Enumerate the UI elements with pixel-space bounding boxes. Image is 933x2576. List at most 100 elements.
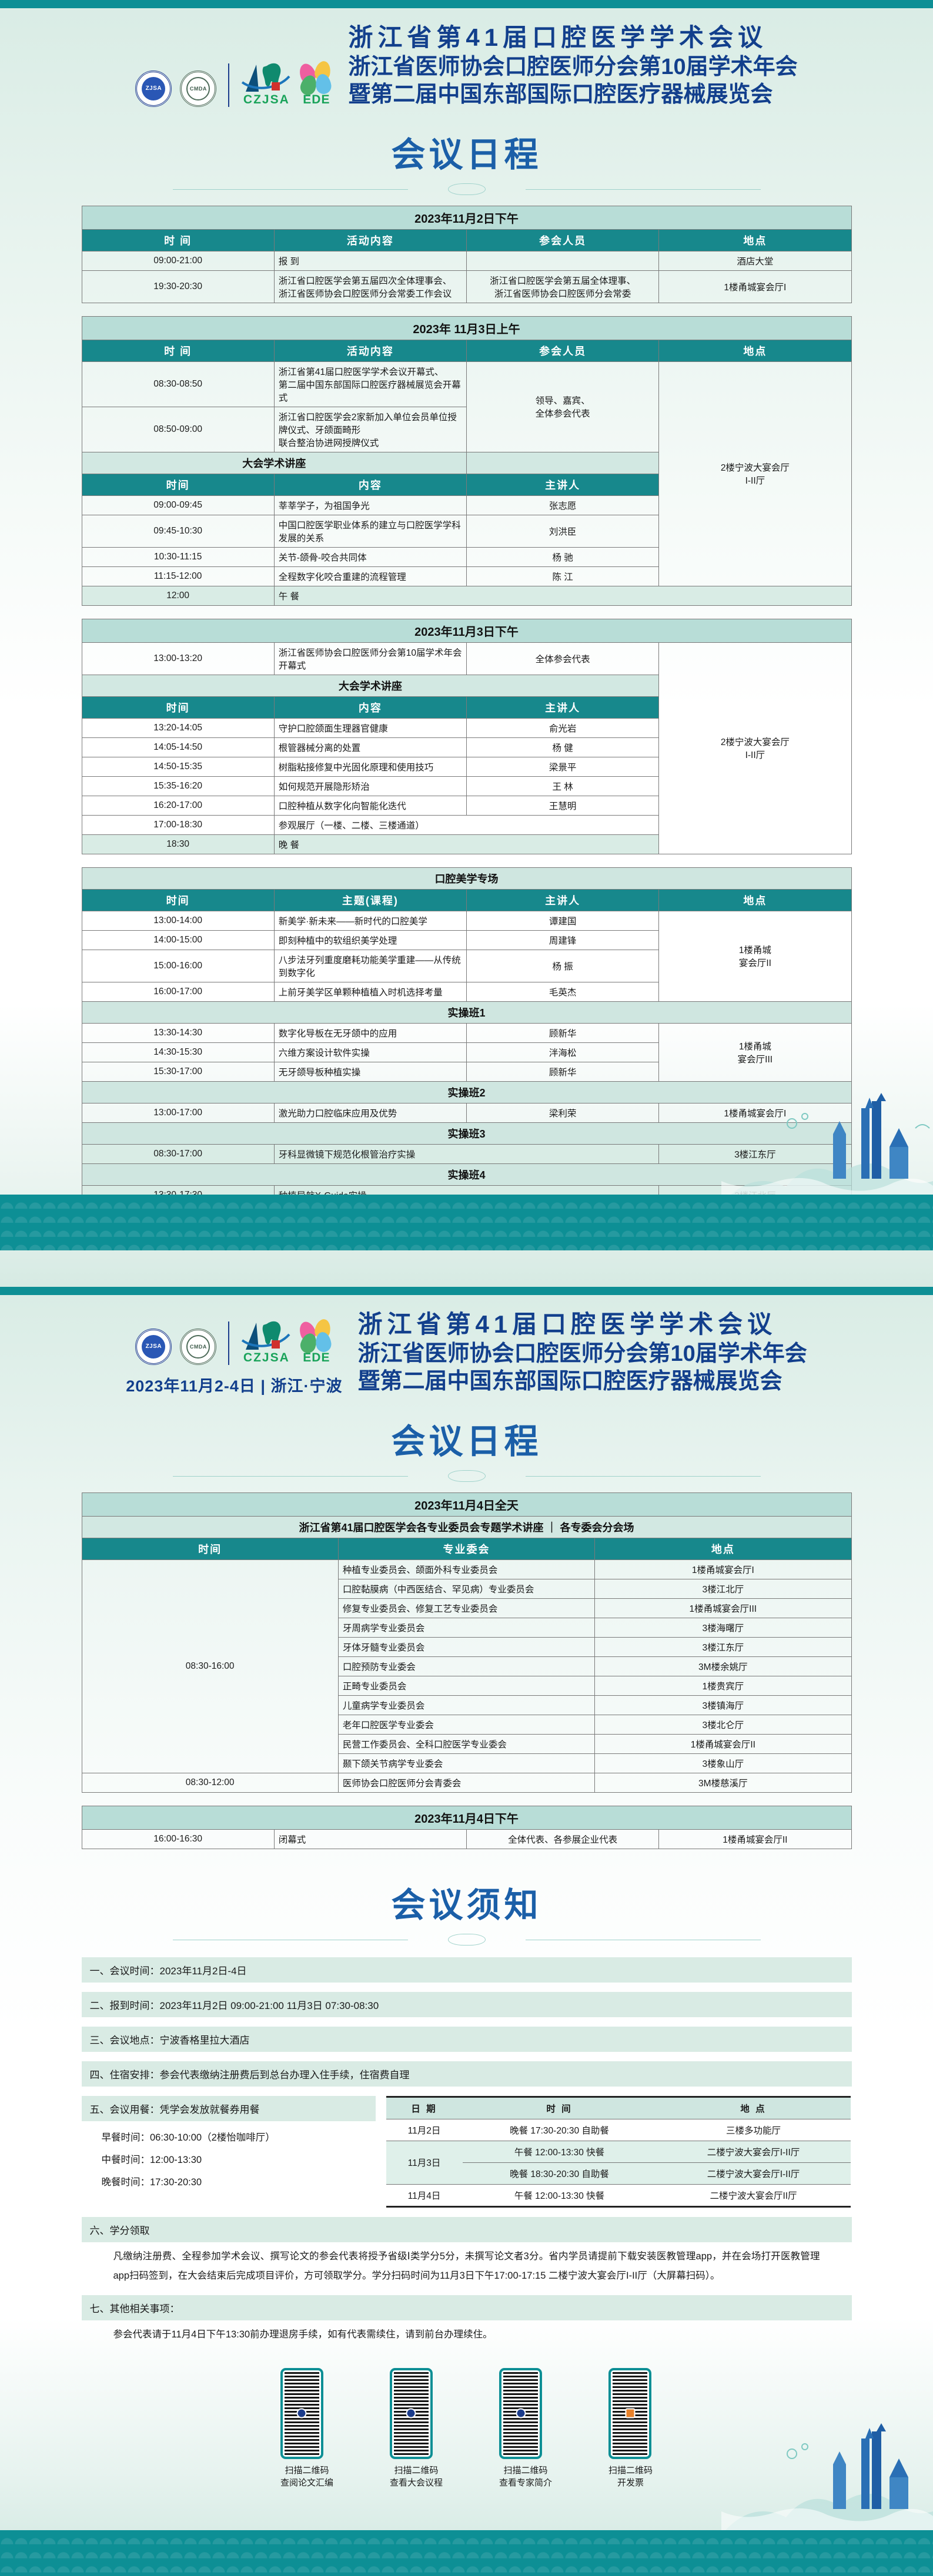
notice-item-accommodation: 四、住宿安排：参会代表缴纳注册费后到总台办理入住手续，住宿费自理 xyxy=(81,2061,852,2087)
qr-code-agenda-icon[interactable] xyxy=(389,2367,433,2459)
ornament-divider-3 xyxy=(172,1931,761,1948)
table-row: 08:30-12:00 医师协会口腔医师分会青委会 3M楼慈溪厅 xyxy=(81,1772,852,1793)
table-row: 正畸专业委员会 1楼贵宾厅 xyxy=(82,1675,852,1696)
notice-item-meals: 五、会议用餐：凭学会发放就餐券用餐 早餐时间：06:30-10:00（2楼怡咖啡… xyxy=(81,2095,852,2208)
table-row: 儿童病学专业委员会 3楼镇海厅 xyxy=(82,1695,852,1715)
qr-code-experts-icon[interactable] xyxy=(499,2367,542,2459)
daybar-nov3-pm: 2023年11月3日下午 xyxy=(81,618,852,643)
conference-title-block-2: 浙江省第41届口腔医学学术会议 浙江省医师协会口腔医师分会第10届学术年会 暨第… xyxy=(357,1310,807,1394)
page2-section-title: 会议日程 xyxy=(391,1422,542,1461)
page1-section-title: 会议日程 xyxy=(391,135,542,174)
other-matters-body: 参会代表请于11月4日下午13:30前办理退房手续，如有代表需续住，请到前台办理… xyxy=(113,2329,493,2340)
meals-heading: 五、会议用餐：凭学会发放就餐券用餐 xyxy=(81,2095,376,2121)
lunch-time: 中餐时间：12:00-13:30 xyxy=(101,2154,202,2165)
qr-item-agenda[interactable]: 扫描二维码 查看大会议程 xyxy=(389,2367,443,2490)
col-meal-time: 时 间 xyxy=(462,2095,657,2119)
top-accent-bar xyxy=(0,0,933,8)
table-row: 13:20-14:05 守护口腔颌面生理器官健康 俞光岩 xyxy=(81,717,851,738)
table-row: 颞下颌关节病学专业委会 3楼象山厅 xyxy=(82,1753,852,1773)
table-row: 民营工作委员会、全科口腔医学专业委会 1楼甬城宴会厅II xyxy=(82,1733,852,1754)
qr-item-experts[interactable]: 扫描二维码 查看专家简介 xyxy=(499,2367,552,2490)
table-row: 14:50-15:35 树脂粘接修复中光固化原理和使用技巧 梁景平 xyxy=(81,756,851,777)
col-time: 时 间 xyxy=(81,229,275,251)
col-speaker: 主讲人 xyxy=(466,473,660,496)
col-content: 内容 xyxy=(273,473,467,496)
cmda-logo-icon: CMDA xyxy=(180,70,217,107)
logo-group: ZJSA CMDA CZJSA xyxy=(135,59,333,109)
schedule-tables-page1: 2023年11月2日下午 时 间 活动内容 参会人员 地点 09:00-21:0… xyxy=(81,205,852,1205)
table-row: 牙体牙髓专业委员会 3楼江东厅 xyxy=(82,1636,852,1657)
notice-item-registration: 二、报到时间：2023年11月2日 09:00-21:00 11月3日 07:3… xyxy=(81,1991,852,2017)
zjsa-logo-label: ZJSA xyxy=(142,76,166,100)
table-row: 15:35-16:20 如何规范开展隐形矫治 王 林 xyxy=(81,776,851,796)
col-committee: 专业委会 xyxy=(337,1537,596,1560)
czjsa-tooth-mark-icon xyxy=(241,62,292,93)
lecture-bar-nov3-pm: 大会学术讲座 xyxy=(81,674,660,697)
credits-body: 凡缴纳注册费、全程参加学术会议、撰写论文的参会代表将授予省级Ⅰ类学分5分，未撰写… xyxy=(113,2250,820,2281)
table-nov4-pm: 2023年11月4日下午 16:00-16:30 闭幕式 全体代表、各参展企业代… xyxy=(81,1805,852,1849)
page1-header: ZJSA CMDA CZJSA xyxy=(0,8,933,109)
cmda-logo-label: CMDA xyxy=(186,76,210,100)
place-cell: 1楼甬城 宴会厅II xyxy=(658,910,852,1002)
table-row: 牙周病学专业委员会 3楼海曙厅 xyxy=(82,1617,852,1638)
daybar-nov4: 2023年11月4日全天 xyxy=(81,1492,852,1517)
qr-item-invoice[interactable]: 扫描二维码 开发票 xyxy=(608,2367,653,2490)
table-row: 15:30-17:00 无牙颌导板种植实操 顾新华 xyxy=(81,1061,851,1082)
table-row: 13:00-13:20 浙江省医师协会口腔医师分会第10届学术年会开幕式 全体参… xyxy=(81,642,852,854)
table-row: 09:00-09:45 莘莘学子，为祖国争光 张志愿 xyxy=(81,495,851,515)
ede-logo-icon: EDE xyxy=(297,1317,333,1365)
credits-heading: 六、学分领取 xyxy=(81,2216,852,2242)
sectionbar-practical2: 实操班2 xyxy=(81,1081,852,1103)
czjsa-logo-icon: CZJSA xyxy=(241,62,292,107)
table-row: 修复专业委员会、修复工艺专业委员会 1楼甬城宴会厅III xyxy=(82,1598,852,1618)
table-row: 16:00-17:00 上前牙美学区单颗种植植入时机选择考量 毛英杰 xyxy=(81,981,851,1002)
col-place: 地点 xyxy=(658,229,852,251)
col-activity: 活动内容 xyxy=(273,229,467,251)
table-row: 口腔预防专业委会 3M楼余姚厅 xyxy=(82,1656,852,1676)
place-cell: 1楼甬城 宴会厅III xyxy=(658,1022,852,1082)
table-row: 09:00-21:00 报 到 酒店大堂 xyxy=(81,250,852,271)
qr-item-papers[interactable]: 扫描二维码 查阅论文汇编 xyxy=(280,2367,333,2490)
top-accent-bar-2 xyxy=(0,1287,933,1295)
daybar-nov4-pm: 2023年11月4日下午 xyxy=(81,1805,852,1830)
czjsa-tooth-mark-icon xyxy=(241,1320,292,1351)
dinner-time: 晚餐时间：17:30-20:30 xyxy=(101,2176,202,2188)
table-row: 13:30-14:30 数字化导板在无牙颌中的应用 顾新华 1楼甬城 宴会厅II… xyxy=(81,1022,852,1082)
col-topic: 主题(课程) xyxy=(273,888,467,911)
meal-row: 11月4日 午餐 12:00-13:30 快餐 二楼宁波大宴会厅II厅 xyxy=(386,2184,851,2208)
qr-code-group: 扫描二维码 查阅论文汇编 扫描二维码 查看大会议程 扫描二维码 查看专家简介 扫描二维… xyxy=(0,2367,933,2490)
logo-divider xyxy=(228,63,230,107)
conference-title-line2: 浙江省医师协会口腔医师分会第10届学术年会 xyxy=(348,54,798,79)
meal-row: 晚餐 18:30-20:30 自助餐 二楼宁波大宴会厅I-II厅 xyxy=(386,2162,851,2185)
cmda-logo-icon: CMDA xyxy=(180,1328,217,1365)
time-block-cell: 08:30-16:00 xyxy=(81,1559,339,1773)
qr-code-invoice-icon[interactable] xyxy=(608,2367,652,2459)
table-row: 11:15-12:00 全程数字化咬合重建的流程管理 陈 江 xyxy=(81,566,851,586)
place-cell: 2楼宁波大宴会厅 I-II厅 xyxy=(658,642,852,854)
footer-wave-band-2 xyxy=(0,2530,933,2576)
schedule-tables-page2: 2023年11月4日全天 浙江省第41届口腔医学会各专业委员会专题学术讲座 ｜ … xyxy=(81,1492,852,1849)
notice-section-title: 会议须知 xyxy=(391,1886,542,1924)
table-row: 10:30-11:15 关节-颌骨-咬合共同体 杨 驰 xyxy=(81,546,851,567)
sectionbar-practical1: 实操班1 xyxy=(81,1001,852,1024)
col-attendees: 参会人员 xyxy=(466,229,660,251)
meal-row: 11月3日 午餐 12:00-13:30 快餐 二楼宁波大宴会厅I-II厅 xyxy=(386,2141,851,2185)
table-row: 13:00-14:00 新美学·新未来——新时代的口腔美学 谭建国 1楼甬城 宴… xyxy=(81,910,852,1002)
breakfast-time: 早餐时间：06:30-10:00（2楼怡咖啡厅） xyxy=(101,2132,275,2143)
table-row: 08:30-08:50 浙江省第41届口腔医学学术会议开幕式、 第二届中国东部国… xyxy=(81,361,852,586)
table-row-meal: 18:30 晚 餐 xyxy=(81,834,851,854)
notice-item-time: 一、会议时间：2023年11月2日-4日 xyxy=(81,1957,852,1983)
table-nov2: 2023年11月2日下午 时 间 活动内容 参会人员 地点 09:00-21:0… xyxy=(81,205,852,303)
table-row: 15:00-16:00 八步法牙列重度磨耗功能美学重建——从传统到数字化 杨 振 xyxy=(81,949,851,982)
qr-code-papers-icon[interactable] xyxy=(280,2367,323,2459)
conference-title-line1: 浙江省第41届口腔医学学术会议 xyxy=(348,24,768,51)
sectionbar-practical3: 实操班3 xyxy=(81,1122,852,1145)
sectionbar-aesthetics: 口腔美学专场 xyxy=(81,867,852,890)
table-row: 08:50-09:00 浙江省口腔医学会2家新加入单位会员单位授牌仪式、牙颌面畸… xyxy=(81,406,851,452)
conference-title-line3: 暨第二届中国东部国际口腔医疗器械展览会 xyxy=(348,82,773,107)
table-row: 09:45-10:30 中国口腔医学职业体系的建立与口腔医学学科发展的关系 刘洪… xyxy=(81,514,851,548)
conference-date-place: 2023年11月2-4日 | 浙江·宁波 xyxy=(126,1377,343,1395)
notice-content: 一、会议时间：2023年11月2日-4日 二、报到时间：2023年11月2日 0… xyxy=(81,1957,852,2344)
czjsa-logo-icon: CZJSA xyxy=(241,1320,292,1365)
lecture-bar-nov3-am: 大会学术讲座 xyxy=(81,451,467,474)
